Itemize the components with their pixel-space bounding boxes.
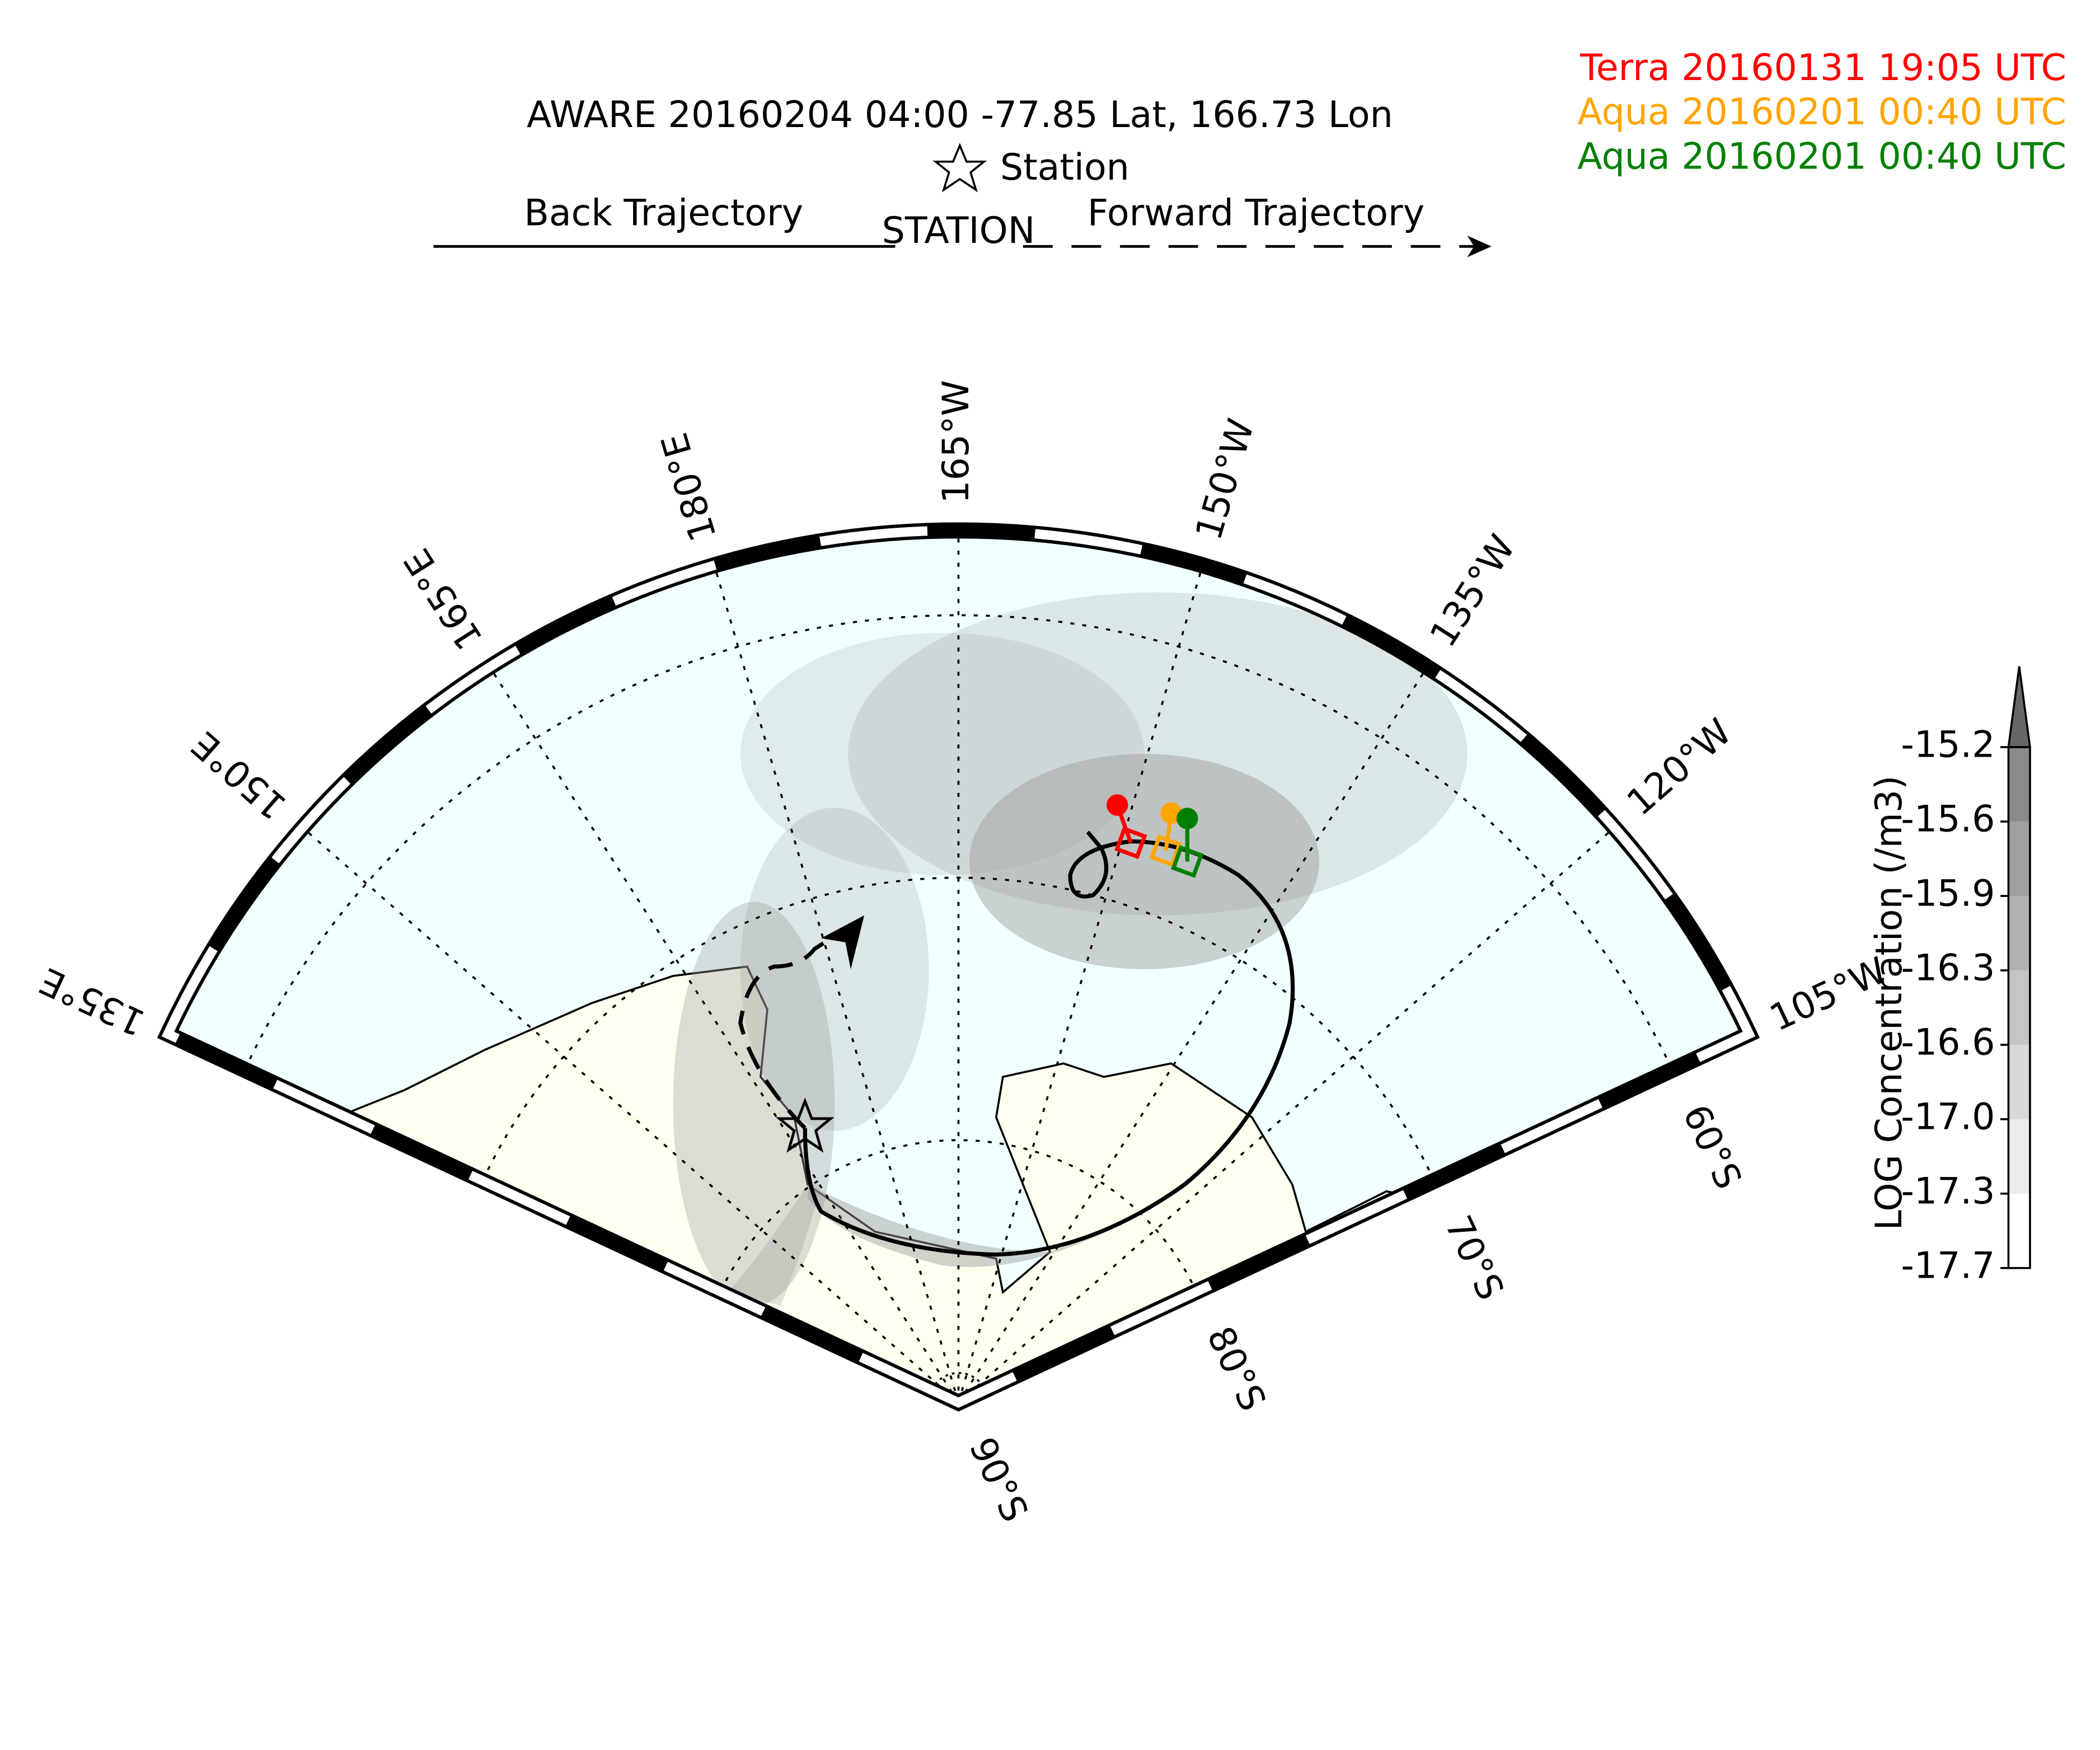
colorbar-tick-label: -15.9 bbox=[1901, 873, 1995, 915]
satellite-label: Aqua 20160201 00:40 UTC bbox=[1577, 91, 2066, 133]
colorbar-tick-label: -17.0 bbox=[1901, 1096, 1995, 1138]
satellite-markers bbox=[1107, 794, 1204, 878]
map: 135°E 150°E 165°E 180°E 165°W 150°W 135°W 120°W… bbox=[34, 380, 1893, 1528]
station-text: STATION bbox=[882, 210, 1035, 252]
meridian-label: 165°E bbox=[396, 541, 491, 657]
back-trajectory bbox=[738, 930, 843, 1130]
meridian-line bbox=[957, 565, 1204, 1403]
meridian-label: 165°W bbox=[935, 380, 977, 504]
colorbar-segment bbox=[2008, 970, 2030, 1045]
meridian-label: 135°W bbox=[1422, 528, 1524, 654]
back-trajectory-label: Back Trajectory bbox=[524, 193, 803, 234]
colorbar-segment bbox=[2008, 1044, 2030, 1119]
forward-trajectory-label: Forward Trajectory bbox=[1088, 193, 1424, 234]
title: AWARE 20160204 04:00 -77.85 Lat, 166.73 … bbox=[527, 94, 1393, 136]
colorbar-segment bbox=[2008, 895, 2030, 970]
parallel-label: 60°S bbox=[1675, 1099, 1750, 1195]
colorbar-tick-label: -16.6 bbox=[1901, 1021, 1995, 1063]
station-star bbox=[775, 1097, 835, 1153]
colorbar: -17.7 -17.3 -17.0 -16.6 -16.3 -15.9 -15.6 -15.2 bbox=[1901, 666, 2031, 1287]
trajectory-arrow bbox=[821, 915, 865, 969]
colorbar-extension bbox=[2007, 666, 2031, 748]
forward-arrow bbox=[1467, 236, 1492, 257]
satellite-point bbox=[1176, 808, 1198, 829]
colorbar-tick-label: -17.3 bbox=[1901, 1170, 1995, 1212]
colorbar-frame bbox=[2007, 746, 2031, 1269]
colorbar-segment bbox=[2008, 821, 2030, 896]
parallel-label: 80°S bbox=[1198, 1320, 1273, 1417]
station-legend-label: Station bbox=[1000, 147, 1129, 189]
satellite-box bbox=[1149, 834, 1183, 867]
colorbar-tick-label: -16.3 bbox=[1901, 947, 1995, 989]
satellite-label: Terra 20160131 19:05 UTC bbox=[1579, 47, 2066, 89]
colorbar-tick-label: -15.6 bbox=[1901, 799, 1995, 841]
satellite-label: Aqua 20160201 00:40 UTC bbox=[1577, 136, 2066, 178]
parallel-label: 90°S bbox=[960, 1431, 1035, 1528]
parallel-label: 70°S bbox=[1436, 1209, 1511, 1306]
colorbar-segment bbox=[2008, 747, 2030, 822]
meridian-label: 180°E bbox=[654, 428, 725, 546]
station-legend-star bbox=[932, 143, 987, 193]
colorbar-segment bbox=[2008, 1193, 2030, 1268]
meridian-label: 120°W bbox=[1619, 711, 1740, 824]
meridian-label: 135°E bbox=[34, 959, 152, 1043]
colorbar-tick-label: -17.7 bbox=[1901, 1245, 1995, 1287]
meridian-label: 150°W bbox=[1188, 415, 1263, 545]
map-frame-ticks bbox=[161, 526, 1756, 1408]
parallel-line bbox=[481, 876, 1436, 1181]
colorbar-label: LOG Concentration (/m3) bbox=[1868, 776, 1910, 1231]
forward-trajectory bbox=[803, 831, 1295, 1257]
satellite-box bbox=[1114, 826, 1147, 860]
parallel-line bbox=[930, 1372, 987, 1391]
satellite-point bbox=[1107, 794, 1128, 816]
meridian-label: 150°E bbox=[184, 723, 295, 828]
colorbar-tick-label: -15.2 bbox=[1901, 724, 1995, 766]
colorbar-segment bbox=[2008, 1119, 2030, 1194]
plume bbox=[673, 592, 1468, 1306]
satellite-box bbox=[1171, 845, 1204, 878]
